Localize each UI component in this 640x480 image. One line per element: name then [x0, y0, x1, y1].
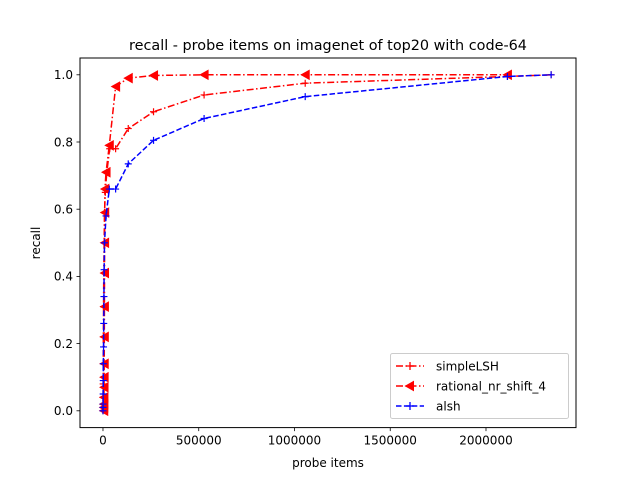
x-axis-label: probe items	[292, 456, 364, 470]
data-point-alsh	[105, 185, 113, 193]
series-alsh	[99, 71, 555, 415]
data-point-rational-nr-shift-4	[99, 381, 109, 393]
legend-entry-rational-nr-shift-4: rational_nr_shift_4	[396, 380, 546, 394]
data-point-rational-nr-shift-4	[98, 392, 109, 403]
legend: simpleLSH rational_nr_shift_4 alsh	[390, 353, 569, 419]
plot-area	[98, 69, 555, 417]
data-point-simplelsh	[200, 91, 208, 99]
axes-frame	[79, 57, 577, 429]
y-axis-label: recall	[29, 227, 43, 260]
data-point-alsh	[100, 266, 108, 274]
data-point-alsh	[100, 319, 108, 327]
y-tick-label: 0.4	[54, 270, 73, 284]
y-tick-label: 0.0	[54, 404, 73, 418]
data-point-rational-nr-shift-4	[199, 69, 209, 81]
data-point-simplelsh	[150, 108, 158, 116]
y-tick-label: 0.8	[54, 135, 73, 149]
legend-marker-plus	[406, 402, 414, 410]
data-point-alsh	[100, 293, 108, 301]
data-point-rational-nr-shift-4	[300, 69, 310, 81]
legend-entry-simplelsh: simpleLSH	[396, 360, 499, 374]
x-tick-label: 1000000	[268, 434, 321, 448]
data-point-alsh	[112, 185, 120, 193]
y-axis: 0.0 0.2 0.4 0.6 0.8 1.0	[54, 68, 80, 418]
x-tick-label: 500000	[176, 434, 222, 448]
legend-entry-alsh: alsh	[396, 400, 461, 414]
x-tick-label: 1500000	[364, 434, 417, 448]
data-point-alsh	[99, 390, 107, 398]
data-point-alsh	[99, 360, 107, 368]
data-point-alsh	[99, 377, 107, 385]
data-point-rational-nr-shift-4	[104, 140, 114, 151]
chart-title: recall - probe items on imagenet of top2…	[129, 38, 527, 54]
data-point-simplelsh	[301, 79, 309, 87]
y-tick-label: 1.0	[54, 68, 73, 82]
legend-marker-plus	[406, 362, 414, 370]
x-tick-label: 2000000	[459, 434, 512, 448]
data-point-alsh	[150, 136, 158, 144]
legend-label-alsh: alsh	[436, 400, 461, 414]
data-point-rational-nr-shift-4	[123, 72, 133, 84]
data-point-alsh	[99, 400, 107, 408]
data-point-simplelsh	[124, 125, 132, 133]
data-point-rational-nr-shift-4	[110, 81, 121, 92]
legend-marker-triangle-left	[404, 380, 414, 392]
legend-label-rational-nr-shift-4: rational_nr_shift_4	[436, 380, 546, 394]
legend-box	[390, 353, 569, 419]
legend-label-simplelsh: simpleLSH	[436, 360, 499, 374]
data-point-alsh	[100, 343, 108, 351]
x-axis: 0 500000 1000000 1500000 2000000	[99, 427, 513, 448]
data-point-alsh	[124, 160, 132, 168]
data-point-alsh	[301, 93, 309, 101]
data-point-rational-nr-shift-4	[99, 371, 109, 383]
data-point-rational-nr-shift-4	[101, 166, 111, 178]
data-point-alsh	[101, 239, 109, 247]
data-point-rational-nr-shift-4	[148, 70, 159, 81]
data-point-alsh	[547, 71, 555, 79]
x-tick-label: 0	[99, 434, 107, 448]
data-point-alsh	[503, 72, 511, 80]
y-tick-label: 0.6	[54, 203, 73, 217]
y-tick-label: 0.2	[54, 337, 73, 351]
data-point-alsh	[200, 114, 208, 122]
data-point-alsh	[102, 212, 110, 220]
